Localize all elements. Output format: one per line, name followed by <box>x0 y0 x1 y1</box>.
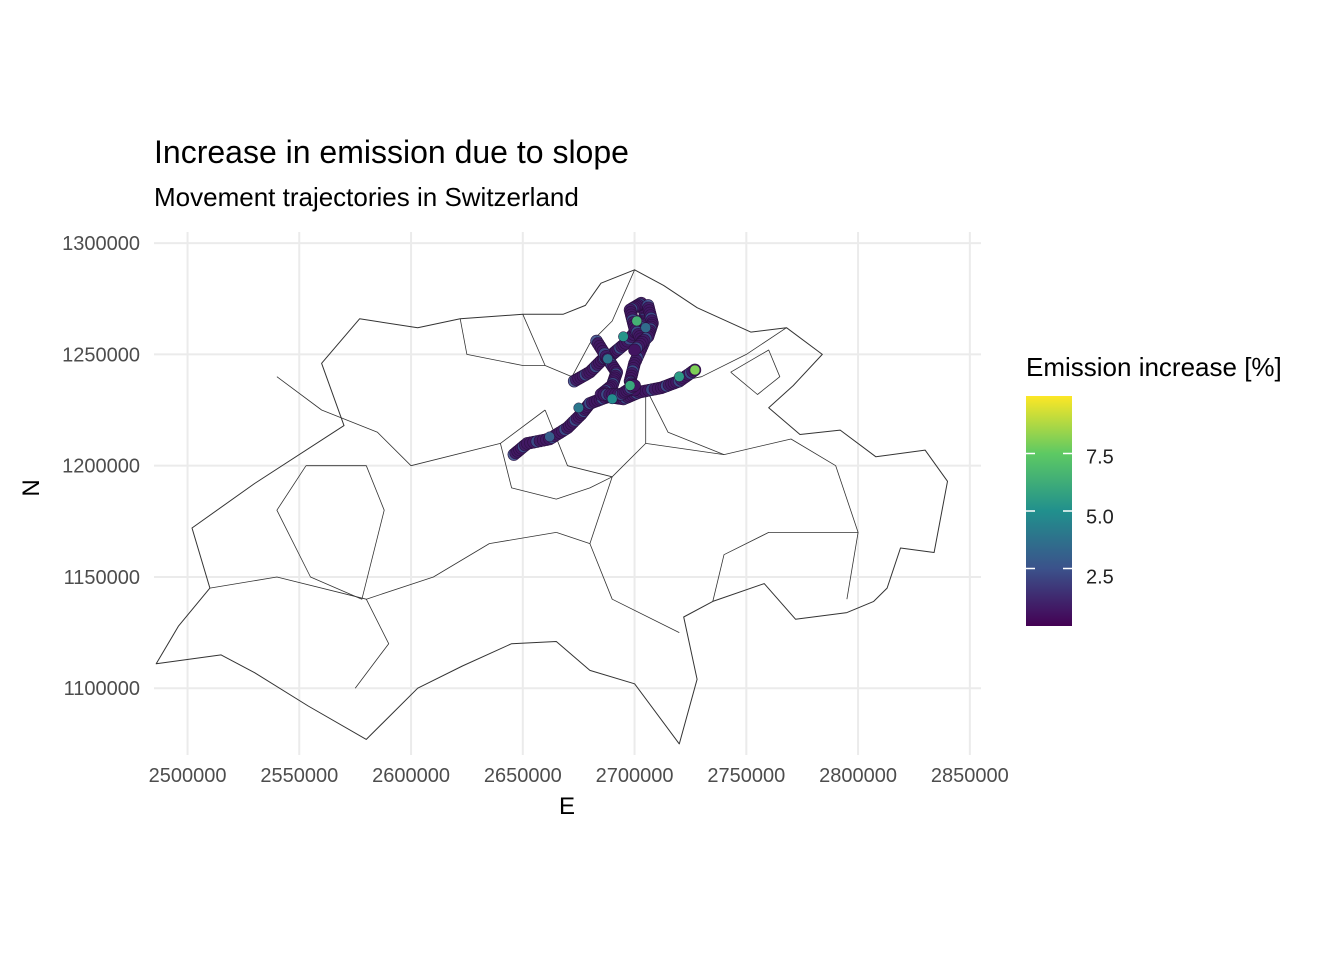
hotspot-point <box>624 380 636 391</box>
chart-title: Increase in emission due to slope <box>154 134 629 170</box>
canton-boundary <box>645 387 725 455</box>
hotspot-point <box>606 393 618 405</box>
canton-boundary <box>556 532 591 544</box>
canton-boundary <box>712 532 859 602</box>
hotspot-point <box>618 331 629 342</box>
hotspot-point <box>674 371 685 382</box>
x-tick-label: 2550000 <box>260 765 338 787</box>
canton-boundary <box>645 438 859 600</box>
hotspot-point <box>640 322 651 333</box>
x-tick-label: 2650000 <box>484 765 562 787</box>
chart-subtitle: Movement trajectories in Switzerland <box>154 182 579 212</box>
country-border <box>155 269 948 745</box>
legend-label-5-0: 5.0 <box>1086 506 1114 529</box>
canton-boundary <box>645 327 787 389</box>
canton-boundary <box>500 443 613 500</box>
hotspot-point <box>689 364 701 376</box>
canton-boundary <box>276 376 546 467</box>
y-axis-label: N <box>18 479 45 497</box>
canton-boundary <box>522 269 635 378</box>
legend-title: Emission increase [%] <box>1026 352 1282 382</box>
hotspot-point <box>602 353 613 365</box>
legend-label-7-5: 7.5 <box>1086 446 1114 469</box>
y-tick-label: 1100000 <box>64 678 140 700</box>
legend-ticks <box>1026 452 1072 570</box>
hotspot-point <box>573 402 584 414</box>
y-tick-label: 1200000 <box>62 456 140 478</box>
y-tick-label: 1300000 <box>62 233 140 255</box>
x-tick-label: 2850000 <box>931 765 1009 787</box>
y-tick-label: 1250000 <box>62 344 140 366</box>
canton-boundary <box>459 318 546 366</box>
x-tick-label: 2800000 <box>819 765 897 787</box>
x-tick-label: 2750000 <box>707 765 785 787</box>
x-tick-label: 2600000 <box>372 765 450 787</box>
x-axis-label: E <box>558 793 576 820</box>
trajectory-point <box>628 343 641 357</box>
y-tick-label: 1150000 <box>64 567 140 589</box>
axis-tick-labels: 2500000 2550000 2600000 2650000 2700000 27500… <box>62 233 1009 787</box>
switzerland-map <box>155 269 948 745</box>
canton-boundary <box>730 349 781 395</box>
hotspot-point <box>544 431 555 442</box>
trajectory-points <box>507 296 702 461</box>
grid-lines <box>154 232 981 755</box>
canton-boundary <box>276 465 385 600</box>
canton-boundary <box>589 476 680 633</box>
legend-label-2-5: 2.5 <box>1086 566 1114 589</box>
hotspot-point <box>631 315 643 327</box>
canton-boundary <box>354 599 390 689</box>
x-tick-label: 2500000 <box>149 765 227 787</box>
canton-boundary <box>209 532 557 600</box>
x-tick-label: 2700000 <box>596 765 674 787</box>
